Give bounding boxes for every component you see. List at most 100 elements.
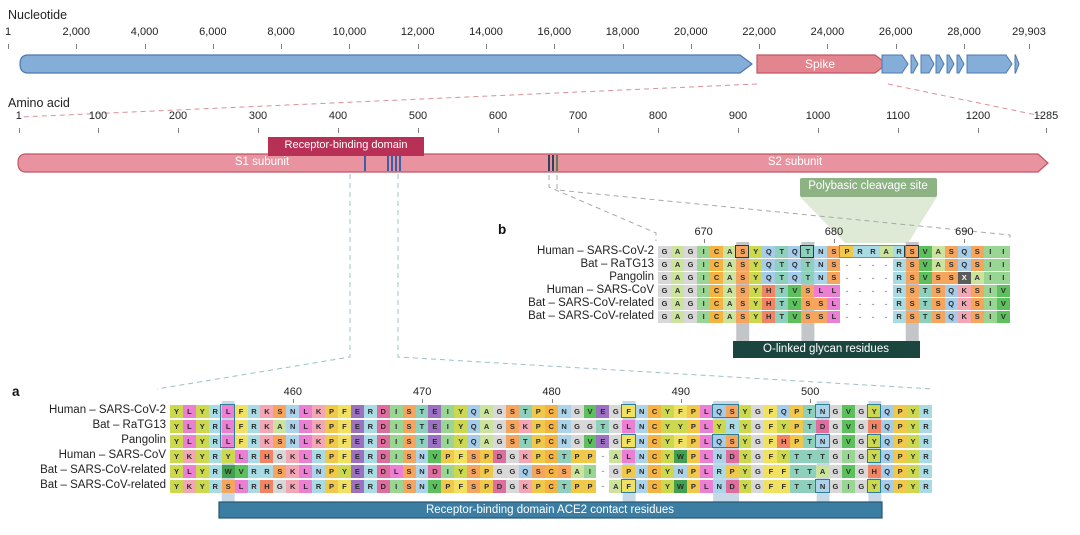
- residue-cell: N: [712, 480, 726, 493]
- residue-cell: E: [350, 435, 364, 448]
- residue-cell: A: [480, 435, 494, 448]
- residue-cell: G: [829, 435, 842, 448]
- panel_a-row-label: Bat – RaTG13: [92, 419, 166, 431]
- amino-tick-mark: [178, 128, 179, 133]
- residue-cell: F: [764, 480, 778, 493]
- residue-cell: S: [736, 298, 750, 310]
- residue-cell: A: [931, 246, 945, 258]
- residue-cell: Y: [195, 465, 209, 478]
- panel_b-tick-label: 670: [694, 226, 713, 238]
- residue-cell: F: [764, 405, 778, 418]
- residue-cell: N: [286, 405, 300, 418]
- nucleotide-tick-label: 14,000: [469, 26, 503, 38]
- residue-cell: S: [221, 480, 235, 493]
- residue-cell: -: [858, 286, 862, 296]
- nucleotide-tick-label: 2,000: [62, 26, 91, 38]
- residue-cell: R: [247, 405, 261, 418]
- residue-cell: K: [957, 311, 971, 323]
- residue-cell: R: [208, 405, 222, 418]
- residue-cell: E: [596, 405, 610, 418]
- residue-cell: T: [775, 272, 789, 284]
- amino-tick-mark: [258, 128, 259, 133]
- residue-cell: P: [790, 420, 804, 433]
- residue-cell: Q: [467, 435, 481, 448]
- residue-cell: X: [957, 272, 971, 284]
- residue-cell: Y: [738, 480, 752, 493]
- residue-cell: -: [601, 451, 605, 461]
- residue-cell: A: [273, 420, 287, 433]
- residue-cell: P: [570, 480, 584, 493]
- residue-cell: Y: [170, 450, 183, 463]
- residue-cell: R: [892, 311, 906, 323]
- residue-cell: T: [775, 311, 789, 323]
- residue-cell: E: [428, 405, 442, 418]
- residue-cell: Q: [957, 246, 971, 258]
- residue-cell: G: [583, 420, 597, 433]
- residue-cell: N: [635, 405, 649, 418]
- residue-cell: G: [854, 435, 868, 448]
- amino-tick-mark: [898, 128, 899, 133]
- residue-cell: Q: [880, 465, 894, 478]
- panel_b-tick-label: 690: [955, 226, 974, 238]
- residue-cell: Q: [712, 405, 726, 418]
- residue-cell: R: [919, 405, 933, 418]
- residue-cell: S: [736, 246, 750, 258]
- residue-cell: P: [893, 435, 907, 448]
- residue-cell: N: [415, 450, 429, 463]
- residue-cell: Y: [454, 435, 468, 448]
- residue-cell: S: [970, 311, 984, 323]
- residue-cell: G: [684, 311, 698, 323]
- panel_b-row-label: Bat – SARS-CoV-related: [528, 310, 654, 322]
- residue-cell: S: [931, 298, 945, 310]
- residue-cell: L: [234, 450, 248, 463]
- residue-cell: H: [762, 298, 776, 310]
- residue-cell: C: [710, 311, 724, 323]
- residue-cell: V: [428, 480, 442, 493]
- residue-cell: N: [286, 435, 300, 448]
- residue-cell: Q: [880, 405, 894, 418]
- residue-cell: A: [723, 246, 737, 258]
- residue-cell: T: [775, 246, 789, 258]
- residue-cell: K: [957, 298, 971, 310]
- residue-cell: Y: [170, 480, 183, 493]
- panel_a-tick-mark: [680, 399, 682, 403]
- residue-cell: Y: [749, 285, 763, 297]
- residue-cell: A: [671, 285, 685, 297]
- residue-cell: S: [273, 405, 287, 418]
- residue-cell: G: [493, 420, 506, 433]
- residue-cell: -: [858, 273, 862, 283]
- residue-cell: I: [697, 246, 711, 258]
- residue-cell: S: [402, 405, 416, 418]
- residue-cell: F: [764, 435, 778, 448]
- residue-cell: T: [557, 450, 571, 463]
- residue-cell: Y: [738, 450, 752, 463]
- residue-cell: S: [736, 259, 750, 271]
- residue-cell: S: [931, 311, 945, 323]
- residue-cell: I: [983, 298, 997, 310]
- residue-cell: T: [801, 246, 815, 258]
- panel_a-row-label: Pangolin: [121, 434, 166, 446]
- residue-cell: R: [208, 435, 222, 448]
- residue-cell: W: [673, 450, 687, 463]
- residue-cell: E: [350, 420, 364, 433]
- residue-cell: C: [544, 465, 558, 478]
- residue-cell: A: [671, 298, 685, 310]
- residue-cell: T: [775, 285, 789, 297]
- residue-cell: N: [415, 480, 429, 493]
- residue-cell: A: [723, 259, 737, 271]
- residue-cell: R: [892, 298, 906, 310]
- residue-cell: Y: [738, 420, 752, 433]
- residue-cell: S: [944, 246, 958, 258]
- nucleotide-tick-label: 12,000: [400, 26, 435, 38]
- residue-cell: Q: [788, 272, 802, 284]
- nucleotide-tick-mark: [622, 44, 624, 49]
- residue-cell: Y: [661, 480, 674, 493]
- residue-cell: Q: [467, 405, 481, 418]
- residue-cell: R: [892, 259, 906, 271]
- residue-cell: L: [827, 298, 841, 310]
- residue-cell: G: [609, 405, 623, 418]
- residue-cell: E: [350, 450, 364, 463]
- residue-cell: F: [454, 450, 468, 463]
- residue-cell: L: [221, 405, 235, 418]
- residue-cell: I: [983, 272, 997, 284]
